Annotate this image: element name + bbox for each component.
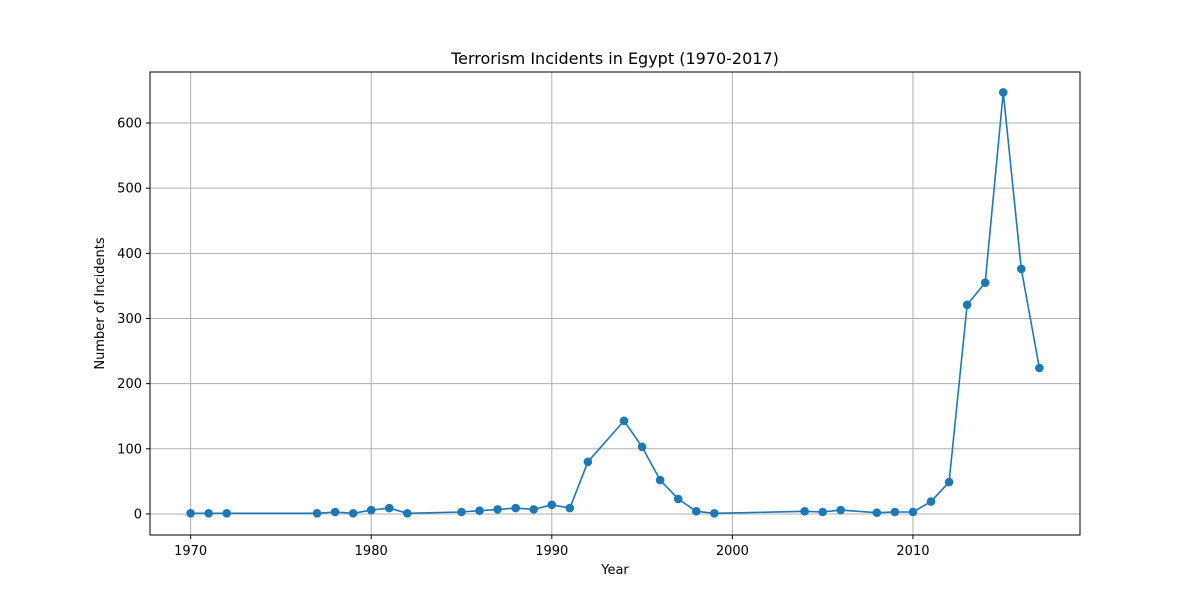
- data-point-1990: [547, 500, 557, 510]
- x-tick-label-1980: 1980: [355, 544, 388, 559]
- data-point-2014: [980, 278, 990, 287]
- data-point-1994: [619, 416, 629, 426]
- data-point-2016: [1017, 264, 1026, 274]
- data-point-1999: [710, 509, 719, 518]
- data-point-1985: [457, 507, 466, 517]
- x-tick-label-2010: 2010: [896, 544, 929, 559]
- y-tick-label-500: 500: [117, 182, 142, 197]
- data-point-2008: [872, 508, 882, 517]
- data-point-1972: [222, 509, 232, 518]
- y-tick-label-600: 600: [117, 117, 142, 132]
- y-tick-label-200: 200: [117, 377, 142, 392]
- data-point-2010: [908, 507, 918, 517]
- series-incidents: [186, 88, 1044, 518]
- data-point-1980: [366, 505, 376, 515]
- data-point-1977: [312, 509, 322, 518]
- y-tick-label-400: 400: [117, 247, 142, 262]
- data-point-1986: [475, 506, 484, 515]
- x-tick-label-2000: 2000: [716, 544, 749, 559]
- axis-ticks: 1970 1980 1990 2000 2010 0 100 200 300 400 500 600: [117, 117, 929, 559]
- data-point-1997: [673, 494, 683, 504]
- data-point-2011: [926, 497, 936, 506]
- y-axis-label: Number of Incidents: [93, 237, 108, 369]
- data-point-1992: [583, 457, 593, 467]
- x-tick-label-1990: 1990: [535, 544, 568, 559]
- data-point-1988: [511, 503, 520, 513]
- data-point-2012: [944, 477, 954, 487]
- data-point-1981: [384, 503, 394, 513]
- y-tick-label-0: 0: [134, 507, 142, 522]
- data-point-1991: [565, 503, 575, 513]
- data-point-1982: [403, 509, 412, 518]
- data-point-1979: [348, 509, 358, 518]
- data-point-1989: [529, 505, 539, 514]
- data-point-1978: [330, 507, 340, 517]
- x-tick-label-1970: 1970: [174, 544, 207, 559]
- data-point-1998: [691, 507, 701, 516]
- y-tick-label-300: 300: [117, 312, 142, 327]
- y-tick-label-100: 100: [117, 442, 142, 457]
- data-point-2004: [800, 507, 809, 516]
- data-point-1987: [493, 505, 502, 514]
- plot-area-frame: [149, 71, 1081, 536]
- data-point-1996: [655, 475, 665, 485]
- data-point-2015: [998, 88, 1008, 97]
- data-point-1995: [637, 442, 647, 452]
- data-point-1970: [186, 509, 195, 518]
- data-point-2013: [962, 300, 972, 310]
- data-point-2006: [836, 505, 846, 515]
- data-point-2005: [818, 507, 827, 517]
- data-point-2009: [890, 507, 900, 517]
- data-point-1971: [204, 509, 213, 518]
- data-point-2017: [1035, 363, 1044, 373]
- x-axis-label: Year: [600, 563, 629, 578]
- chart-title: Terrorism Incidents in Egypt (1970-2017): [450, 49, 779, 68]
